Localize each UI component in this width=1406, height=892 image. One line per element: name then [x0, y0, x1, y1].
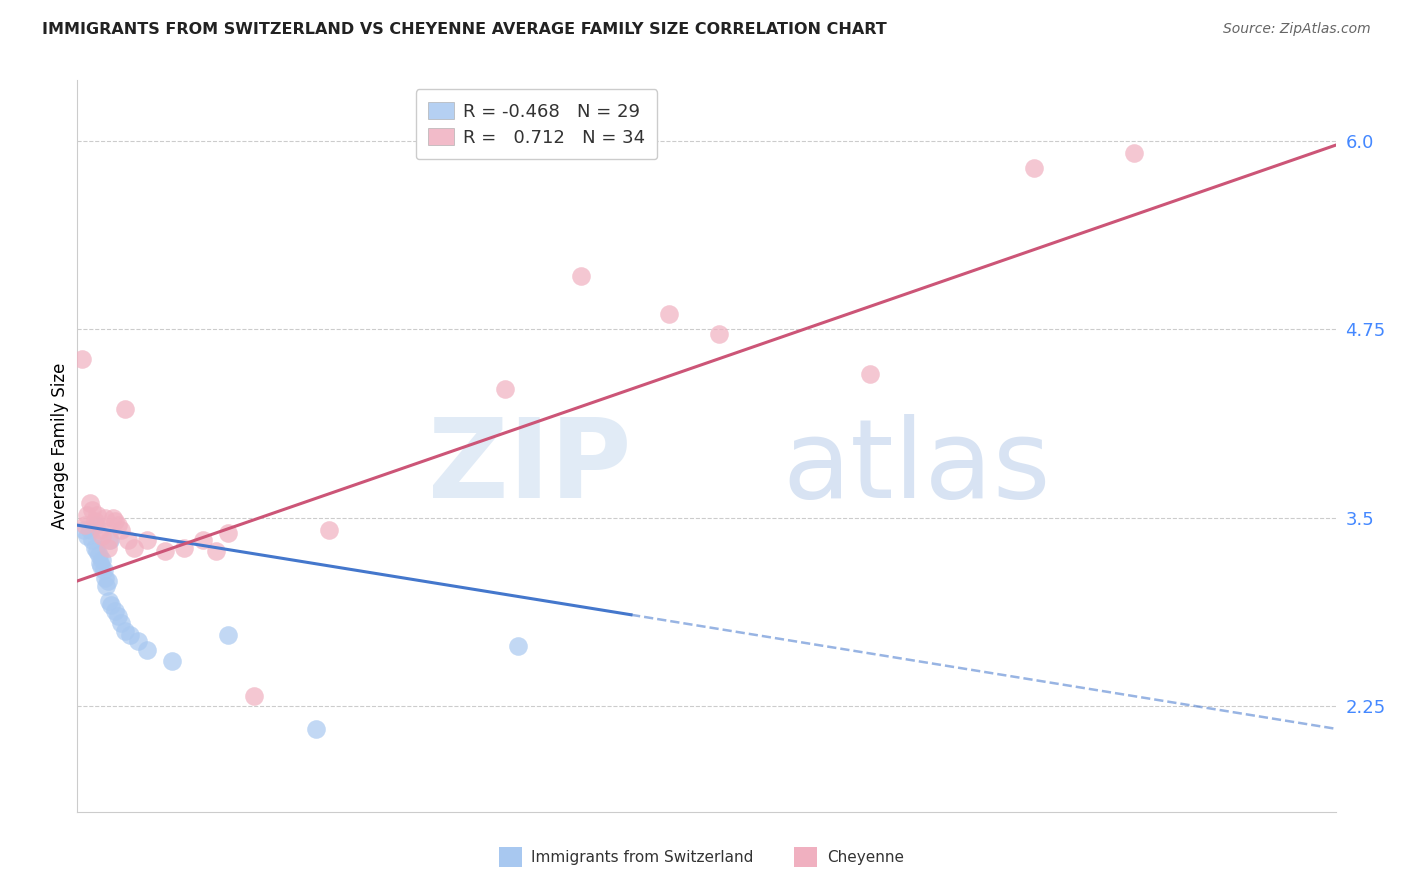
Point — [191, 533, 215, 548]
Point — [104, 514, 127, 528]
Point — [318, 523, 340, 537]
Point — [114, 624, 136, 638]
Point — [217, 525, 239, 540]
Point — [96, 541, 118, 555]
Point — [204, 544, 226, 558]
Point — [98, 533, 121, 548]
Point — [114, 402, 136, 417]
Point — [160, 654, 183, 668]
Point — [859, 368, 882, 382]
Point — [658, 307, 681, 321]
Point — [96, 574, 118, 588]
Point — [104, 604, 127, 618]
Point — [1022, 161, 1045, 175]
Point — [117, 533, 139, 548]
Point — [127, 634, 149, 648]
Point — [84, 518, 107, 533]
Point — [76, 529, 98, 543]
Text: Immigrants from Switzerland: Immigrants from Switzerland — [531, 850, 754, 864]
Point — [79, 495, 101, 509]
Point — [84, 514, 107, 528]
Point — [173, 541, 195, 555]
Point — [72, 523, 94, 537]
Point — [120, 628, 142, 642]
Point — [707, 326, 730, 341]
Point — [494, 383, 516, 397]
Y-axis label: Average Family Size: Average Family Size — [51, 363, 69, 529]
Point — [94, 571, 117, 585]
Point — [86, 508, 108, 522]
Point — [90, 558, 112, 573]
Point — [86, 544, 108, 558]
Text: atlas: atlas — [782, 415, 1050, 522]
Point — [87, 549, 110, 563]
Point — [82, 503, 104, 517]
Text: Cheyenne: Cheyenne — [827, 850, 904, 864]
Point — [110, 523, 132, 537]
Point — [91, 553, 114, 567]
Point — [122, 541, 145, 555]
Point — [107, 518, 129, 533]
Point — [100, 598, 122, 612]
Point — [217, 628, 239, 642]
Point — [91, 529, 114, 543]
Point — [242, 689, 264, 703]
Point — [72, 352, 94, 367]
Point — [569, 269, 592, 284]
Point — [135, 533, 157, 548]
Point — [305, 722, 328, 736]
Text: ZIP: ZIP — [427, 415, 631, 522]
Point — [135, 643, 157, 657]
Point — [97, 533, 120, 548]
Point — [101, 510, 124, 524]
Point — [84, 541, 107, 555]
Point — [93, 563, 115, 577]
Point — [73, 518, 96, 533]
Point — [89, 523, 111, 537]
Text: Source: ZipAtlas.com: Source: ZipAtlas.com — [1223, 22, 1371, 37]
Legend: R = -0.468   N = 29, R =   0.712   N = 34: R = -0.468 N = 29, R = 0.712 N = 34 — [416, 89, 658, 160]
Point — [1123, 145, 1146, 160]
Point — [89, 556, 111, 570]
Point — [76, 508, 98, 522]
Point — [94, 510, 117, 524]
Point — [97, 593, 120, 607]
Text: IMMIGRANTS FROM SWITZERLAND VS CHEYENNE AVERAGE FAMILY SIZE CORRELATION CHART: IMMIGRANTS FROM SWITZERLAND VS CHEYENNE … — [42, 22, 887, 37]
Point — [82, 533, 104, 548]
Point — [110, 616, 132, 631]
Point — [107, 608, 129, 623]
Point — [96, 578, 118, 592]
Point — [155, 544, 177, 558]
Point — [79, 523, 101, 537]
Point — [506, 639, 529, 653]
